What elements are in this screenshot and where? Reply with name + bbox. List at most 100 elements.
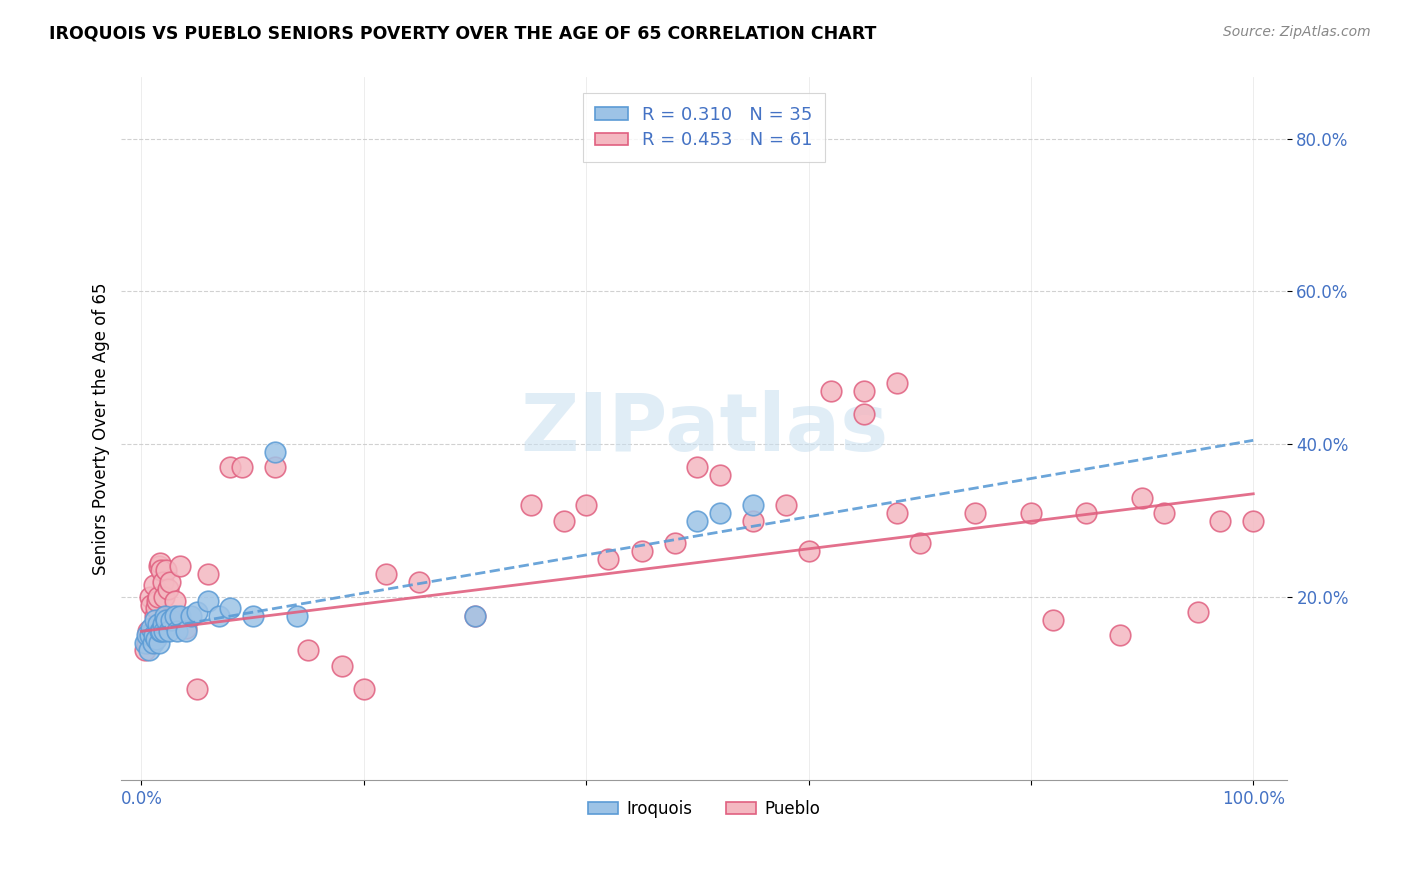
Point <box>155 563 177 577</box>
Point <box>886 376 908 390</box>
Point <box>134 636 156 650</box>
Point <box>155 613 177 627</box>
Point <box>1187 605 1209 619</box>
Point <box>149 624 172 639</box>
Point <box>142 636 165 650</box>
Point <box>965 506 987 520</box>
Point <box>136 628 159 642</box>
Point <box>169 559 191 574</box>
Point <box>1019 506 1042 520</box>
Point <box>1076 506 1098 520</box>
Point <box>152 616 174 631</box>
Point <box>152 590 174 604</box>
Point <box>148 559 170 574</box>
Point <box>853 407 876 421</box>
Point <box>375 567 398 582</box>
Point <box>143 613 166 627</box>
Point <box>285 609 308 624</box>
Point <box>263 444 285 458</box>
Point <box>464 609 486 624</box>
Point <box>145 632 167 646</box>
Point <box>553 514 575 528</box>
Point <box>197 567 219 582</box>
Point <box>142 624 165 639</box>
Point <box>886 506 908 520</box>
Point <box>1209 514 1232 528</box>
Point <box>630 544 652 558</box>
Point <box>146 590 169 604</box>
Point <box>1153 506 1175 520</box>
Point <box>1130 491 1153 505</box>
Y-axis label: Seniors Poverty Over the Age of 65: Seniors Poverty Over the Age of 65 <box>93 283 110 575</box>
Point <box>519 498 541 512</box>
Point <box>775 498 797 512</box>
Point <box>664 536 686 550</box>
Point <box>143 609 166 624</box>
Point <box>174 620 197 634</box>
Point <box>134 643 156 657</box>
Point <box>160 613 183 627</box>
Point <box>136 624 159 639</box>
Point <box>797 544 820 558</box>
Point <box>146 594 169 608</box>
Point <box>153 609 176 624</box>
Point <box>742 498 765 512</box>
Point <box>162 609 184 624</box>
Point <box>139 590 162 604</box>
Point <box>141 598 163 612</box>
Point <box>186 681 208 696</box>
Point <box>142 628 165 642</box>
Point <box>686 514 709 528</box>
Point <box>150 563 173 577</box>
Point <box>219 601 242 615</box>
Point <box>820 384 842 398</box>
Point <box>1042 613 1064 627</box>
Point <box>146 616 169 631</box>
Point <box>157 582 180 597</box>
Point <box>208 609 231 624</box>
Point <box>157 624 180 639</box>
Point <box>598 551 620 566</box>
Point <box>686 460 709 475</box>
Point <box>575 498 598 512</box>
Point <box>149 556 172 570</box>
Point <box>159 574 181 589</box>
Point <box>908 536 931 550</box>
Point <box>709 506 731 520</box>
Point <box>219 460 242 475</box>
Point <box>138 643 160 657</box>
Point <box>1241 514 1264 528</box>
Point <box>242 609 264 624</box>
Point <box>263 460 285 475</box>
Point <box>163 609 186 624</box>
Point <box>709 467 731 482</box>
Point <box>145 601 167 615</box>
Point <box>186 605 208 619</box>
Point <box>169 609 191 624</box>
Point <box>297 643 319 657</box>
Point <box>166 624 188 639</box>
Text: IROQUOIS VS PUEBLO SENIORS POVERTY OVER THE AGE OF 65 CORRELATION CHART: IROQUOIS VS PUEBLO SENIORS POVERTY OVER … <box>49 25 876 43</box>
Point <box>408 574 430 589</box>
Point <box>141 620 163 634</box>
Point <box>353 681 375 696</box>
Point <box>148 636 170 650</box>
Point <box>152 574 174 589</box>
Point <box>139 628 162 642</box>
Text: ZIPatlas: ZIPatlas <box>520 390 889 468</box>
Point <box>142 578 165 592</box>
Point <box>180 609 202 624</box>
Point <box>136 636 159 650</box>
Point <box>1108 628 1130 642</box>
Point <box>464 609 486 624</box>
Point <box>163 594 186 608</box>
Point <box>742 514 765 528</box>
Point <box>330 658 353 673</box>
Point <box>853 384 876 398</box>
Legend: Iroquois, Pueblo: Iroquois, Pueblo <box>582 793 827 825</box>
Point <box>197 594 219 608</box>
Point <box>152 624 174 639</box>
Point <box>174 624 197 639</box>
Point <box>150 624 173 639</box>
Point <box>231 460 253 475</box>
